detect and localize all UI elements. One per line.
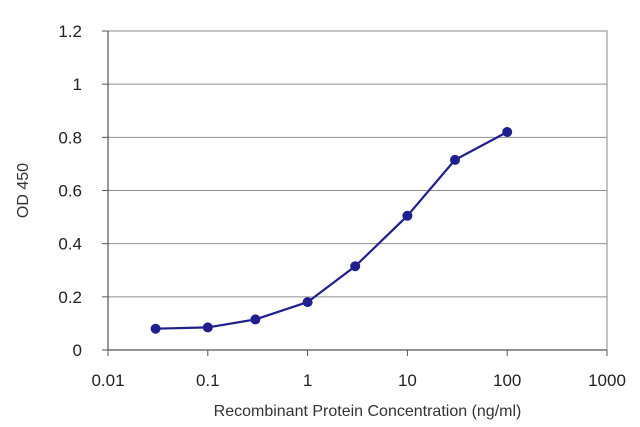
y-tick-label-4: 0.8 bbox=[58, 128, 82, 147]
data-point-0 bbox=[150, 323, 161, 334]
x-tick-label-0: 0.01 bbox=[91, 371, 124, 390]
x-tick-label-3: 10 bbox=[398, 371, 417, 390]
x-tick-label-1: 0.1 bbox=[196, 371, 220, 390]
data-point-5 bbox=[402, 210, 413, 221]
y-tick-label-1: 0.2 bbox=[58, 288, 82, 307]
y-tick-label-2: 0.4 bbox=[58, 235, 82, 254]
data-point-7 bbox=[502, 127, 513, 138]
y-tick-label-3: 0.6 bbox=[58, 182, 82, 201]
data-point-1 bbox=[202, 322, 213, 333]
x-axis-ticks: 0.01 0.1 1 10 100 1000 bbox=[91, 350, 626, 390]
series-line-0 bbox=[155, 131, 508, 330]
data-point-2 bbox=[250, 314, 261, 325]
y-tick-label-0: 0 bbox=[73, 341, 82, 360]
x-tick-label-5: 1000 bbox=[588, 371, 626, 390]
data-point-6 bbox=[450, 154, 461, 165]
y-axis-title: OD 450 bbox=[15, 163, 32, 218]
y-tick-label-5: 1 bbox=[73, 75, 82, 94]
data-point-3 bbox=[302, 297, 313, 308]
x-tick-label-4: 100 bbox=[493, 371, 521, 390]
y-tick-label-6: 1.2 bbox=[58, 22, 82, 41]
data-point-4 bbox=[350, 261, 361, 272]
y-axis-ticks: 0 0.2 0.4 0.6 0.8 1 1.2 bbox=[58, 22, 108, 360]
x-tick-label-2: 1 bbox=[303, 371, 312, 390]
x-axis-title: Recombinant Protein Concentration (ng/ml… bbox=[214, 403, 522, 420]
series-group bbox=[150, 127, 513, 334]
